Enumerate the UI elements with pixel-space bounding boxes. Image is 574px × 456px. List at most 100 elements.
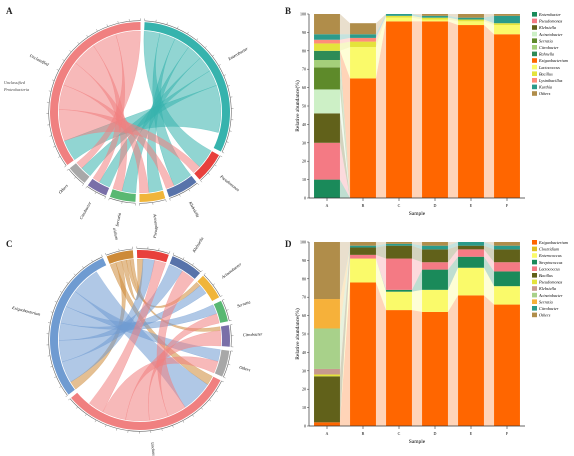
sector-label-citrobacter: Citrobacter	[78, 200, 92, 220]
y-axis-label: Relative abundance(%)	[294, 80, 301, 132]
legend-swatch-bacillus	[532, 71, 537, 76]
bar-D-others	[422, 242, 448, 246]
legend-swatch-pseudomonas	[532, 18, 537, 24]
sector-tick	[200, 270, 203, 272]
sector-tick	[214, 164, 217, 167]
flow-band-exiguobacterium-1	[375, 21, 387, 198]
bar-E-lactococcus	[458, 21, 484, 26]
sector-tick	[213, 283, 215, 286]
bar-E-citrobacter	[458, 242, 484, 246]
sector-label-klebsiella: Klebsiella	[188, 200, 201, 218]
sector-tick	[101, 254, 103, 257]
flow-band-enterobacter-0	[339, 179, 351, 198]
flow-band-citrobacter-0	[339, 60, 351, 198]
sector-tick	[188, 189, 191, 192]
bar-A-klebsiella	[314, 368, 340, 375]
legend-label-bacillus: Bacillus	[539, 273, 553, 278]
bar-A-exiguobacterium	[314, 422, 340, 426]
flow-band-others-2	[411, 242, 423, 246]
sector-tick	[64, 165, 67, 168]
sector-acinetobacter	[197, 275, 220, 302]
y-tick-label: 70	[302, 67, 306, 72]
flow-band-exiguobacterium-4	[483, 295, 495, 426]
legend-label-bacillus: Bacillus	[539, 71, 553, 76]
sector-clostridium	[106, 250, 134, 264]
flow-band-exiguobacterium-3	[447, 295, 459, 426]
flow-band-kurthia-4	[483, 15, 495, 24]
sector-tick	[179, 194, 181, 197]
flow-band-enterococcus-2	[411, 289, 423, 312]
flow-band-enterococcus-3	[447, 267, 459, 312]
sector-tick	[105, 425, 107, 428]
sector-scale-clostridium	[106, 248, 133, 256]
flow-band-others-1	[375, 242, 387, 246]
flow-band-lactococcus-4	[483, 21, 495, 35]
legend-swatch-pseudomonas	[532, 279, 537, 285]
y-tick-label: 100	[300, 12, 306, 17]
sector-tick	[94, 420, 97, 423]
sector-pseudomonas	[194, 151, 220, 180]
sector-tick	[62, 59, 65, 61]
flow-band-citrobacter-3	[447, 242, 459, 250]
flow-band-kurthia-3	[447, 15, 459, 20]
y-tick-label: 80	[302, 276, 306, 281]
sector-label-exiguobacterium: Exiguobacterium	[11, 305, 41, 317]
flow-band-bacillus-3	[447, 17, 459, 22]
x-axis-label: Sample	[409, 211, 426, 217]
legend-label-enterococcus: Enterococcus	[538, 253, 562, 258]
bar-A-acinetobacter	[314, 328, 340, 369]
flow-band-streptococcus-3	[447, 256, 459, 290]
bar-B-exiguobacterium	[350, 282, 376, 426]
sector-tick	[177, 26, 179, 29]
sector-tick	[77, 42, 80, 44]
sector-label-citrobacter: Citrobacter	[243, 331, 263, 337]
legend-swatch-klebsiella	[532, 286, 537, 291]
bar-A-bacillus	[314, 376, 340, 423]
sector-tick	[205, 46, 207, 48]
y-tick-label: 20	[302, 159, 306, 164]
sector-label-enterobacter: Enterobacter	[226, 46, 249, 62]
bar-C-exiguobacterium	[386, 21, 412, 198]
bar-A-pseudomonas	[314, 142, 340, 180]
sector-tick	[216, 390, 218, 393]
flow-band-bacillus-1	[375, 245, 387, 259]
bar-D-bacillus	[422, 249, 448, 263]
bar-C-kurthia	[386, 14, 412, 16]
sector-tick	[223, 377, 226, 379]
flow-band-lactococcus-1	[375, 254, 387, 290]
bar-E-exiguobacterium	[458, 25, 484, 198]
bar-A-serratia	[314, 299, 340, 329]
sector-tick	[82, 266, 84, 268]
flow-band-lactococcus-3	[447, 19, 459, 26]
bar-B-exiguobacterium	[350, 78, 376, 198]
sector-tick	[182, 257, 185, 260]
bar-C-streptococcus	[386, 289, 412, 292]
chord-unclassified-others	[76, 30, 141, 169]
sector-tick	[116, 428, 118, 431]
bar-B-lysinibacillus	[350, 37, 376, 42]
legend-swatch-clostridium	[532, 246, 537, 252]
sector-unclassified	[71, 376, 221, 430]
bar-D-lactococcus	[422, 262, 448, 270]
sector-tick	[200, 180, 203, 183]
sector-klebsiella	[166, 175, 197, 198]
sector-tick	[54, 301, 57, 303]
legend-label-lactococcus: Lactococcus	[538, 65, 560, 70]
sector-tick	[221, 380, 224, 383]
sector-tick	[94, 192, 97, 195]
flow-band-enterococcus-1	[375, 258, 387, 311]
sector-tick	[172, 425, 174, 428]
sector-tick	[82, 184, 84, 186]
bar-D-streptococcus	[422, 269, 448, 290]
sector-tick	[59, 291, 62, 293]
panel-label-c: C	[6, 239, 13, 249]
bar-C-bacillus	[386, 245, 412, 259]
bar-A-kurthia	[314, 34, 340, 40]
sector-tick	[209, 399, 212, 402]
flow-band-exiguobacterium-2	[411, 21, 423, 198]
sector-tick	[227, 85, 230, 87]
bar-B-lactococcus	[350, 254, 376, 259]
bar-A-others	[314, 242, 340, 300]
legend-swatch-lactococcus	[532, 64, 537, 70]
panel-label-d: D	[285, 239, 292, 249]
